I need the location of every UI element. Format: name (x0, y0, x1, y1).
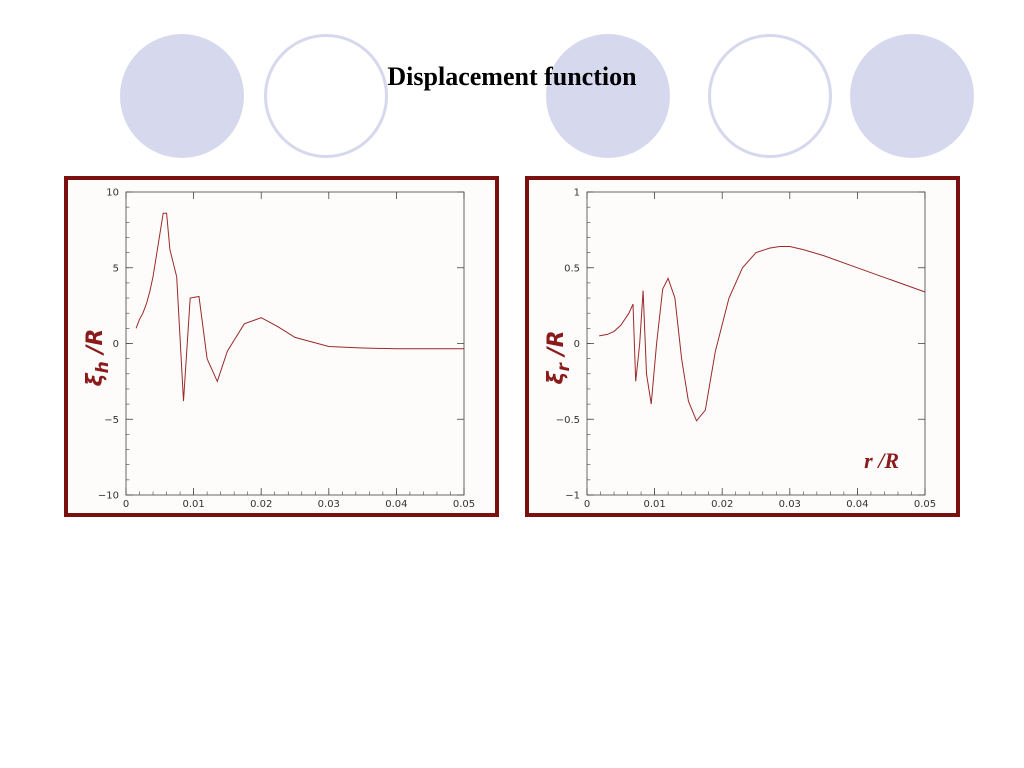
decor-circle-filled (850, 34, 974, 158)
x-axis-label: r /R (864, 448, 899, 473)
y-axis-label: ξh /R (83, 329, 113, 387)
x-tick-label: 0.04 (385, 499, 407, 510)
plot-frame (125, 191, 465, 496)
x-tick-label: 0.04 (846, 499, 868, 510)
y-tick-label: −1 (565, 491, 580, 502)
decor-circle-ring (708, 34, 832, 158)
chart-panel-left: 0 0.01 0.02 0.03 0.04 0.05 −10 −5 0 5 10 ξh /R (64, 176, 499, 517)
y-tick-label: 0 (574, 339, 580, 350)
series-line (135, 212, 464, 402)
x-tick-label: 0.03 (318, 499, 340, 510)
x-tick-label: 0.02 (250, 499, 272, 510)
series-line (599, 246, 926, 422)
y-tick-label: 10 (106, 188, 119, 199)
slide-title: Displacement function (387, 62, 637, 91)
decor-circle-ring (264, 34, 388, 158)
y-tick-label: 0.5 (564, 263, 580, 274)
y-tick-label: −5 (104, 415, 119, 426)
chart-panel-right: 0 0.01 0.02 0.03 0.04 0.05 −1 −0.5 0 0.5 1 ξr /R r /… (525, 176, 960, 517)
xi-h-chart: 0 0.01 0.02 0.03 0.04 0.05 −10 −5 0 5 10 ξh /R (83, 188, 475, 511)
y-tick-label: 5 (113, 263, 119, 274)
y-axis-label: ξr /R (544, 330, 574, 384)
y-tick-label: 0 (113, 339, 119, 350)
y-tick-label: −10 (98, 491, 119, 502)
svg-text:ξr /R: ξr /R (544, 330, 574, 384)
x-tick-label: 0.05 (914, 499, 936, 510)
svg-text:ξh /R: ξh /R (83, 329, 113, 387)
decor-circle-filled (546, 34, 670, 158)
xi-r-chart: 0 0.01 0.02 0.03 0.04 0.05 −1 −0.5 0 0.5 1 ξr /R r /… (544, 188, 936, 511)
x-tick-label: 0.03 (779, 499, 801, 510)
y-tick-label: 1 (574, 188, 580, 199)
decor-circle-filled (120, 34, 244, 158)
x-tick-label: 0.01 (182, 499, 204, 510)
x-tick-label: 0 (584, 499, 590, 510)
x-tick-label: 0.02 (711, 499, 733, 510)
x-tick-label: 0.05 (453, 499, 475, 510)
x-tick-label: 0.01 (643, 499, 665, 510)
y-tick-label: −0.5 (556, 415, 580, 426)
x-tick-label: 0 (123, 499, 129, 510)
